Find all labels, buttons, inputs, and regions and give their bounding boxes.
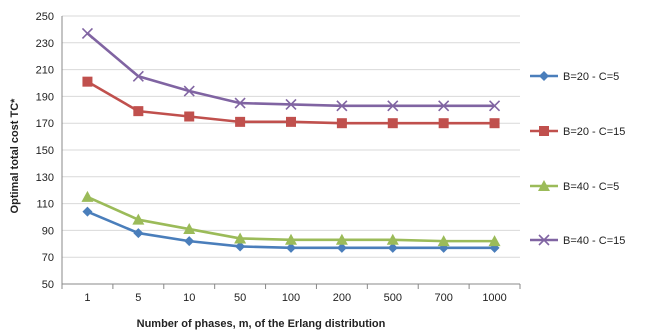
data-point (387, 118, 398, 129)
data-point (234, 97, 246, 109)
marker-stroke (387, 100, 399, 112)
x-tick-label: 700 (434, 292, 452, 304)
data-point (183, 85, 195, 97)
data-point (286, 116, 296, 127)
x-tick-label: 200 (333, 292, 351, 304)
data-point (387, 242, 398, 253)
marker-stroke (438, 100, 450, 112)
marker-stroke (81, 27, 94, 39)
y-axis-label: Optimal total cost TC* (9, 98, 21, 214)
series-1 (82, 206, 500, 253)
series-4 (81, 27, 501, 112)
y-tick-label: 150 (36, 145, 54, 157)
data-point (235, 241, 246, 252)
x-axis-ticks: 1 5 10 50 100 200 500 700 1000 (61, 284, 521, 304)
y-tick-label: 250 (36, 11, 54, 23)
data-point (335, 233, 348, 245)
x-tick-label: 5 (135, 292, 141, 304)
series-lines (81, 27, 501, 253)
data-point (285, 98, 297, 111)
y-tick-label: 50 (42, 279, 54, 291)
data-point (184, 236, 195, 247)
legend-label: B=40 - C=15 (563, 235, 625, 247)
data-point (336, 118, 347, 129)
y-tick-label: 90 (42, 225, 54, 237)
data-point (336, 100, 348, 112)
marker-stroke (538, 234, 550, 246)
data-point (235, 116, 246, 127)
data-point (82, 206, 93, 217)
data-point (81, 190, 94, 202)
y-tick-label: 210 (36, 65, 54, 77)
data-point (132, 213, 145, 225)
legend-item: B=20 - C=15 (530, 126, 625, 138)
data-point (488, 100, 501, 112)
x-tick-label: 50 (234, 292, 246, 304)
data-point (184, 111, 195, 122)
series-3 (81, 190, 501, 247)
x-tick-label: 100 (282, 292, 300, 304)
legend-marker (539, 126, 549, 136)
legend-item: B=40 - C=5 (530, 180, 619, 193)
y-tick-label: 170 (36, 118, 54, 130)
legend-label: B=20 - C=5 (563, 71, 619, 83)
legend-marker (539, 71, 549, 81)
x-tick-label: 500 (384, 292, 402, 304)
marker-stroke (183, 85, 195, 97)
y-tick-label: 70 (42, 252, 54, 264)
marker-stroke (285, 98, 297, 111)
legend-label: B=40 - C=5 (563, 181, 619, 193)
y-tick-label: 130 (36, 172, 54, 184)
legend-item: B=20 - C=5 (530, 71, 619, 83)
legend-item: B=40 - C=15 (530, 234, 625, 247)
data-point (82, 76, 93, 87)
marker-stroke (234, 97, 246, 109)
x-tick-label: 1 (84, 292, 90, 304)
data-point (488, 235, 501, 247)
data-point (438, 118, 449, 129)
data-point (234, 232, 247, 244)
series-2 (82, 76, 500, 129)
y-axis-ticks: 50 70 90 110 130 150 170 190 210 230 250 (36, 11, 54, 291)
data-point (438, 100, 450, 112)
marker-stroke (336, 100, 348, 112)
legend-marker (538, 180, 550, 191)
legend-marker (538, 234, 550, 246)
data-point (81, 27, 94, 39)
x-tick-label: 1000 (482, 292, 506, 304)
x-tick-label: 10 (183, 292, 195, 304)
marker-stroke (132, 70, 144, 82)
data-point (336, 242, 347, 253)
legend: B=20 - C=5 B=20 - C=15 B=40 - C=5 B=40 - C=… (530, 71, 625, 247)
data-point (437, 235, 450, 247)
data-point (387, 100, 399, 112)
y-tick-label: 230 (36, 38, 54, 50)
data-point (489, 118, 500, 129)
marker-stroke (488, 100, 501, 112)
data-point (386, 233, 399, 245)
data-point (183, 223, 196, 235)
legend-label: B=20 - C=15 (563, 126, 625, 138)
data-point (285, 233, 297, 245)
data-point (286, 242, 296, 253)
y-tick-label: 110 (36, 199, 54, 211)
x-axis-label: Number of phases, m, of the Erlang distr… (137, 318, 386, 330)
y-tick-label: 190 (36, 91, 54, 103)
data-point (132, 70, 144, 82)
data-point (133, 228, 144, 239)
data-point (133, 106, 144, 117)
